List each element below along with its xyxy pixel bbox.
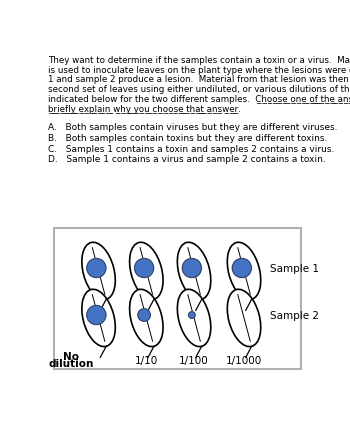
FancyBboxPatch shape bbox=[55, 229, 301, 369]
Circle shape bbox=[189, 312, 195, 319]
Ellipse shape bbox=[82, 290, 115, 347]
Circle shape bbox=[138, 309, 150, 322]
Ellipse shape bbox=[177, 290, 211, 347]
Text: D.   Sample 1 contains a virus and sample 2 contains a toxin.: D. Sample 1 contains a virus and sample … bbox=[48, 155, 326, 164]
Text: 1/100: 1/100 bbox=[179, 355, 209, 365]
Text: Sample 1: Sample 1 bbox=[270, 264, 319, 273]
Text: A.   Both samples contain viruses but they are different viruses.: A. Both samples contain viruses but they… bbox=[48, 123, 337, 132]
Circle shape bbox=[87, 259, 106, 278]
Ellipse shape bbox=[227, 290, 261, 347]
Text: C.   Samples 1 contains a toxin and samples 2 contains a virus.: C. Samples 1 contains a toxin and sample… bbox=[48, 144, 334, 153]
Circle shape bbox=[232, 259, 251, 278]
Text: Sample 2: Sample 2 bbox=[270, 310, 319, 320]
Circle shape bbox=[87, 306, 106, 325]
Text: b̲r̲i̲e̲f̲l̲y̲ ̲e̲x̲p̲l̲a̲i̲n̲ ̲w̲h̲y̲ ̲y̲o̲u̲ ̲c̲h̲o̲o̲s̲e̲ ̲t̲h̲a̲t̲ ̲a̲n̲s̲w̲: b̲r̲i̲e̲f̲l̲y̲ ̲e̲x̲p̲l̲a̲i̲n̲ ̲w̲h̲y̲ ̲… bbox=[48, 105, 240, 114]
Ellipse shape bbox=[82, 243, 115, 300]
Text: No: No bbox=[63, 351, 79, 361]
Text: B.   Both samples contain toxins but they are different toxins.: B. Both samples contain toxins but they … bbox=[48, 133, 327, 142]
Circle shape bbox=[134, 259, 154, 278]
Text: indicated below for the two different samples.  C̲h̲o̲o̲s̲e̲ ̲o̲n̲e̲ ̲o̲f̲ ̲t̲h̲: indicated below for the two different sa… bbox=[48, 95, 350, 104]
Ellipse shape bbox=[177, 243, 211, 300]
Text: They want to determine if the samples contain a toxin or a virus.  Material from: They want to determine if the samples co… bbox=[48, 55, 350, 64]
Text: 1 and sample 2 produce a lesion.  Material from that lesion was then taken and a: 1 and sample 2 produce a lesion. Materia… bbox=[48, 75, 350, 84]
Ellipse shape bbox=[130, 290, 163, 347]
Text: 1/10: 1/10 bbox=[135, 355, 158, 365]
Circle shape bbox=[182, 259, 201, 278]
Text: second set of leaves using either undiluted, or various dilutions of the prepare: second set of leaves using either undilu… bbox=[48, 85, 350, 94]
Ellipse shape bbox=[227, 243, 261, 300]
Text: 1/1000: 1/1000 bbox=[226, 355, 262, 365]
Text: is used to inoculate leaves on the plant type where the lesions were observed.  : is used to inoculate leaves on the plant… bbox=[48, 65, 350, 74]
Text: dilution: dilution bbox=[49, 358, 94, 368]
Ellipse shape bbox=[130, 243, 163, 300]
